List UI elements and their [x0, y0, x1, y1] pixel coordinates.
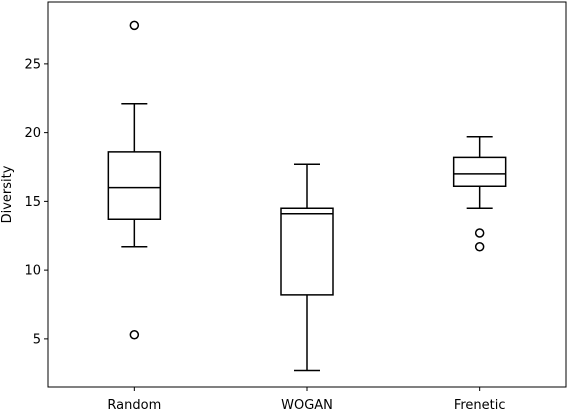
y-axis: 5 10 15 20 25 [24, 57, 48, 347]
y-axis-label: Diversity [0, 165, 15, 223]
y-tick-label: 5 [33, 332, 41, 347]
outlier-point [474, 242, 485, 252]
box-random [107, 20, 162, 340]
outlier-point [474, 228, 485, 238]
outlier-point [129, 20, 140, 31]
x-tick-label: WOGAN [281, 398, 333, 412]
box-wogan [280, 163, 334, 372]
box-frenetic [452, 136, 507, 252]
outlier-point [129, 330, 140, 340]
y-tick-label: 20 [24, 126, 41, 141]
x-tick-label: Random [107, 398, 161, 412]
iqr-box [280, 207, 334, 296]
y-tick-label: 10 [24, 264, 41, 279]
iqr-box [452, 156, 507, 187]
x-axis: Random WOGAN Frenetic [107, 387, 506, 412]
y-tick-label: 25 [24, 57, 41, 72]
y-tick-label: 15 [24, 195, 41, 210]
iqr-box [107, 151, 162, 220]
x-tick-label: Frenetic [454, 398, 506, 412]
boxes [107, 20, 507, 372]
